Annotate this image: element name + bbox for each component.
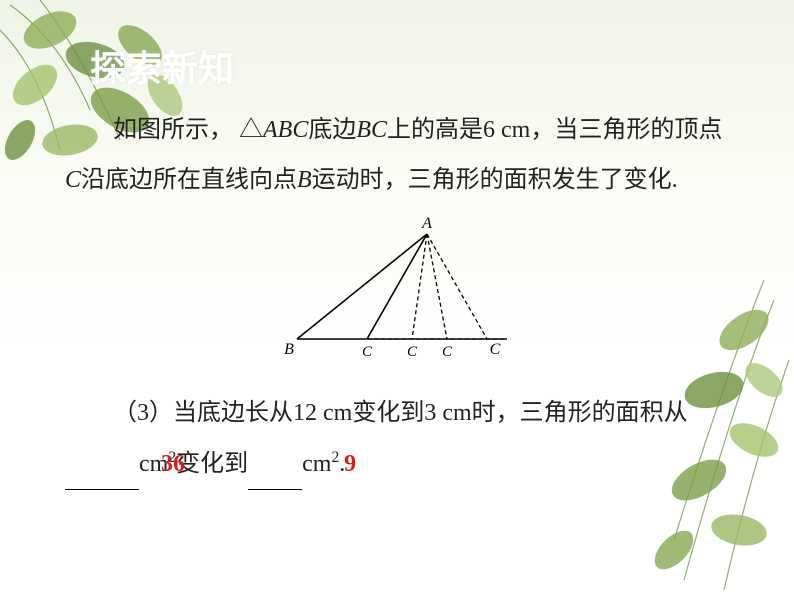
answer-2: 9 bbox=[296, 439, 356, 489]
label-b: B bbox=[297, 167, 312, 193]
vertex-a-label: A bbox=[421, 215, 432, 232]
section-title: 探索新知 bbox=[90, 40, 234, 92]
label-c: C bbox=[65, 167, 81, 193]
text-3: 上的高是6 cm，当三角形的顶点 bbox=[387, 117, 722, 143]
text-5: 运动时，三角形的面积发生了变化. bbox=[312, 167, 678, 193]
text-4: 沿底边所在直线向点 bbox=[81, 167, 297, 193]
vertex-c-label-4: C bbox=[490, 341, 501, 358]
q3-mid: 变化到 bbox=[176, 451, 248, 477]
label-abc: ABC bbox=[263, 117, 308, 143]
vertex-c-label-1: C bbox=[362, 344, 373, 360]
vertex-b-label: B bbox=[284, 341, 294, 358]
vertex-c-label-3: C bbox=[442, 344, 453, 360]
vertex-c-label-2: C bbox=[407, 344, 418, 360]
label-bc: BC bbox=[356, 117, 387, 143]
text-prefix: 如图所示， bbox=[113, 117, 233, 143]
text-2: 底边 bbox=[308, 117, 356, 143]
answer-1: 36 bbox=[113, 439, 185, 489]
slide-content: 如图所示， △ABC底边BC上的高是6 cm，当三角形的顶点C沿底边所在直线向点… bbox=[65, 105, 729, 490]
problem-paragraph: 如图所示， △ABC底边BC上的高是6 cm，当三角形的顶点 C沿底边所在直线向点… bbox=[65, 105, 729, 206]
blank-2: 9 bbox=[248, 439, 302, 490]
triangle-svg: A B C C C C bbox=[267, 214, 527, 364]
triangle-symbol: △ bbox=[239, 117, 263, 143]
blank-1: 36 bbox=[65, 439, 139, 490]
question-3: （3）当底边长从12 cm变化到3 cm时，三角形的面积从36cm2变化到9cm… bbox=[65, 388, 729, 490]
triangle-diagram: A B C C C C bbox=[65, 214, 729, 382]
q3-prefix: （3）当底边长从12 cm变化到3 cm时，三角形的面积从 bbox=[113, 400, 688, 426]
